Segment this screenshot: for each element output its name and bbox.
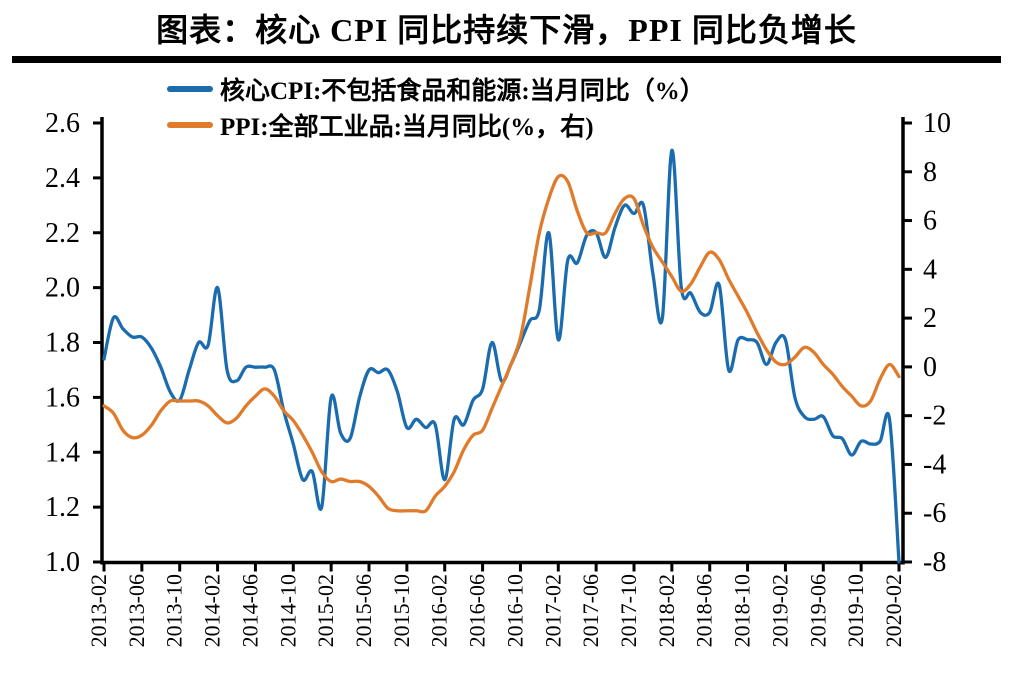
left-axis-tick-label: 1.8 xyxy=(45,328,80,359)
core-cpi-line xyxy=(102,148,901,564)
left-axis-tick-label: 1.6 xyxy=(45,382,80,413)
figure-title: 图表：核心 CPI 同比持续下滑，PPI 同比负增长 xyxy=(156,12,857,48)
left-axis-tick-label: 1.0 xyxy=(45,547,80,578)
x-axis-tick-label: 2018-06 xyxy=(692,574,717,647)
x-axis-tick-label: 2014-06 xyxy=(237,574,262,647)
ppi-line-swatch xyxy=(167,122,213,128)
x-axis-tick-label: 2015-02 xyxy=(313,574,338,647)
x-axis-tick-label: 2013-06 xyxy=(124,574,149,647)
x-axis-tick-label: 2019-02 xyxy=(767,574,792,647)
x-axis-tick-label: 2017-06 xyxy=(578,574,603,647)
left-axis-tick-label: 2.0 xyxy=(45,273,80,304)
x-axis-tick-label: 2013-10 xyxy=(162,574,187,647)
x-axis-tick-label: 2020-02 xyxy=(881,574,906,647)
legend-label-ppi: PPI:全部工业品:当月同比(%，右) xyxy=(220,114,594,141)
right-axis-tick-label: 4 xyxy=(923,254,937,285)
x-axis-tick-label: 2017-10 xyxy=(616,574,641,647)
x-axis-tick-label: 2016-06 xyxy=(465,574,490,647)
x-axis-tick-label: 2014-10 xyxy=(275,574,300,647)
x-axis-tick-label: 2017-02 xyxy=(540,574,565,647)
x-axis-tick-label: 2015-10 xyxy=(389,574,414,647)
left-axis-tick-label: 2.4 xyxy=(45,163,80,194)
x-axis-tick-label: 2014-02 xyxy=(200,574,225,647)
right-axis-tick-label: -2 xyxy=(923,401,946,432)
right-axis-tick-label: -6 xyxy=(923,498,946,529)
x-axis-tick-label: 2019-06 xyxy=(805,574,830,647)
x-axis-tick-label: 2019-10 xyxy=(843,574,868,647)
right-axis-tick-label: 6 xyxy=(923,206,937,237)
title-underline-rule xyxy=(12,56,1001,63)
right-axis-tick-label: 10 xyxy=(923,108,951,139)
right-axis-tick-label: -4 xyxy=(923,449,946,480)
x-axis-tick-label: 2018-02 xyxy=(654,574,679,647)
right-axis-tick-label: 2 xyxy=(923,303,937,334)
x-axis-tick-label: 2018-10 xyxy=(730,574,755,647)
legend-item-core-cpi: 核心CPI:不包括食品和能源:当月同比（%） xyxy=(167,74,705,105)
left-axis-tick-label: 1.4 xyxy=(45,437,80,468)
x-axis-tick-label: 2016-10 xyxy=(502,574,527,647)
x-axis-tick-label: 2016-02 xyxy=(427,574,452,647)
legend-label-core-cpi: 核心CPI:不包括食品和能源:当月同比（%） xyxy=(220,78,705,105)
chart-legend: 核心CPI:不包括食品和能源:当月同比（%） PPI:全部工业品:当月同比(%，… xyxy=(167,74,705,146)
ppi-line xyxy=(102,173,901,514)
left-axis-tick-label: 2.6 xyxy=(45,108,80,139)
right-axis-tick-label: 8 xyxy=(923,157,937,188)
x-axis-tick-label: 2013-02 xyxy=(86,574,111,647)
right-axis-tick-label: -8 xyxy=(923,547,946,578)
left-axis-tick-label: 1.2 xyxy=(45,492,80,523)
right-axis-tick-label: 0 xyxy=(923,352,937,383)
core-cpi-line-swatch xyxy=(167,86,213,92)
left-axis-tick-label: 2.2 xyxy=(45,218,80,249)
legend-item-ppi: PPI:全部工业品:当月同比(%，右) xyxy=(167,110,705,141)
x-axis-tick-label: 2015-06 xyxy=(351,574,376,647)
